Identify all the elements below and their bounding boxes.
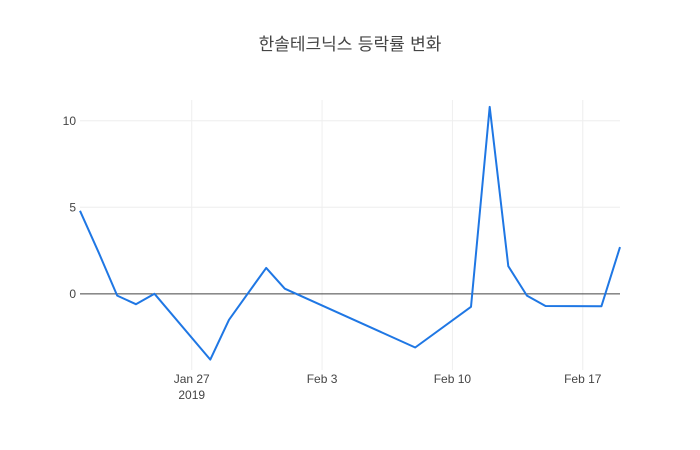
x-tick-label: Feb 3 xyxy=(307,372,338,386)
y-tick-label: 10 xyxy=(63,114,77,128)
x-tick-label: Jan 27 xyxy=(174,372,210,386)
series-line xyxy=(79,105,621,361)
y-gridlines xyxy=(80,120,620,208)
y-axis-tick-labels: 0 5 10 xyxy=(63,114,77,301)
series-layer xyxy=(79,105,621,361)
y-tick-label: 5 xyxy=(69,200,76,214)
x-gridlines xyxy=(191,100,584,370)
chart-title: 한솔테크닉스 등락률 변화 xyxy=(259,35,442,55)
y-tick-label: 0 xyxy=(69,287,76,301)
x-tick-label: Feb 10 xyxy=(434,372,472,386)
x-tick-label: Feb 17 xyxy=(564,372,602,386)
x-axis-tick-labels: Jan 27 2019 Feb 3 Feb 10 Feb 17 xyxy=(174,372,602,402)
x-tick-year-label: 2019 xyxy=(178,388,205,402)
